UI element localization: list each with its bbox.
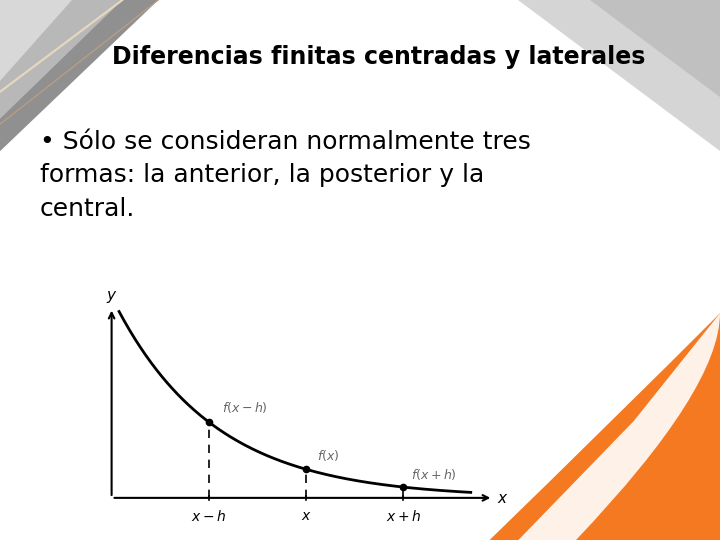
Polygon shape [0,0,122,119]
Text: • Sólo se consideran normalmente tres
formas: la anterior, la posterior y la
cen: • Sólo se consideran normalmente tres fo… [40,130,531,221]
PathPatch shape [490,313,720,540]
PathPatch shape [518,313,720,540]
Polygon shape [0,0,72,81]
Polygon shape [518,0,720,151]
Text: $f(x-h)$: $f(x-h)$ [222,400,268,415]
Text: $f(x)$: $f(x)$ [318,448,340,463]
Text: $x-h$: $x-h$ [191,509,227,524]
Text: $f(x+h)$: $f(x+h)$ [411,467,456,482]
Text: $x$: $x$ [301,509,312,523]
Text: $x$: $x$ [497,491,508,507]
Text: Diferencias finitas centradas y laterales: Diferencias finitas centradas y laterale… [112,45,645,69]
Polygon shape [590,0,720,97]
Polygon shape [0,0,158,151]
Text: $x+h$: $x+h$ [386,509,421,524]
Text: $y$: $y$ [106,289,117,305]
